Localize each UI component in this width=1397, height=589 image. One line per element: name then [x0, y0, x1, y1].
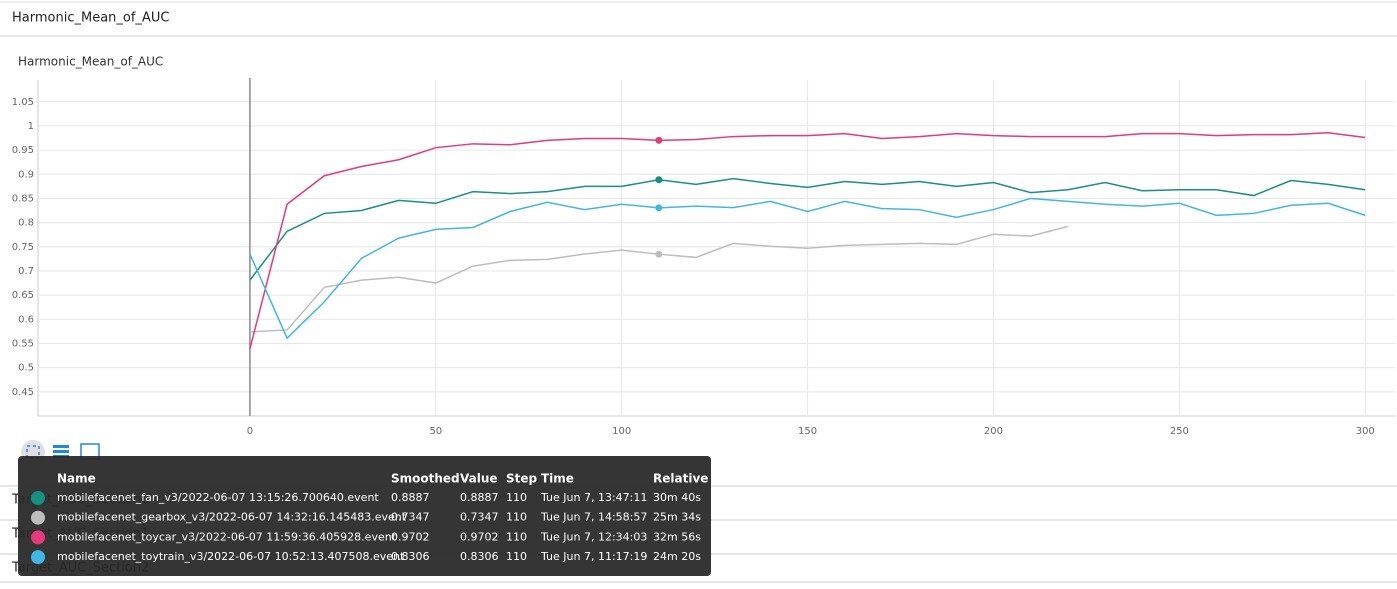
x-tick-label: 0: [247, 426, 253, 437]
y-tick-label: 1: [28, 121, 34, 132]
y-tick-label: 0.6: [18, 314, 34, 325]
tooltip-header: Value: [460, 472, 498, 486]
y-tick-label: 0.65: [12, 290, 34, 301]
chart-title: Harmonic_Mean_of_AUC: [18, 55, 163, 69]
list-icon-bar: [53, 450, 69, 453]
tooltip-cell: 110: [506, 530, 527, 543]
x-tick-label: 250: [1170, 426, 1189, 437]
series-line: [249, 131, 1366, 349]
x-tick-label: 100: [612, 426, 631, 437]
tooltip-cell: mobilefacenet_toycar_v3/2022-06-07 11:59…: [57, 530, 397, 543]
y-tick-label: 0.75: [12, 242, 34, 253]
hover-point: [655, 176, 663, 184]
tooltip-box: [18, 456, 711, 576]
tooltip-header: Smoothed: [391, 472, 460, 486]
tooltip-cell: 25m 34s: [653, 511, 701, 524]
tooltip-header: Step: [506, 472, 538, 486]
tooltip-header: Time: [541, 472, 574, 486]
tooltip-swatch: [31, 491, 45, 505]
tooltip-cell: 110: [506, 491, 527, 504]
tooltip-cell: mobilefacenet_gearbox_v3/2022-06-07 14:3…: [57, 511, 407, 524]
hover-point: [655, 250, 663, 258]
x-tick-label: 150: [798, 426, 817, 437]
series-line: [249, 225, 1069, 333]
tooltip-cell: Tue Jun 7, 14:58:57: [540, 511, 647, 524]
x-tick-label: 300: [1356, 426, 1375, 437]
tooltip-cell: Tue Jun 7, 11:17:19: [540, 550, 647, 563]
tooltip-cell: Tue Jun 7, 13:47:11: [540, 491, 647, 504]
tooltip-cell: 32m 56s: [653, 530, 701, 543]
y-tick-label: 0.45: [12, 387, 34, 398]
y-tick-label: 0.5: [18, 363, 34, 374]
tooltip-swatch: [31, 550, 45, 565]
hover-point: [655, 204, 663, 212]
hover-point: [655, 136, 663, 144]
y-tick-label: 0.7: [18, 266, 34, 277]
y-tick-label: 1.05: [12, 97, 34, 108]
tooltip-cell: 110: [506, 550, 527, 563]
tooltip-swatch: [31, 530, 45, 545]
y-tick-label: 0.55: [12, 338, 34, 349]
x-tick-label: 50: [429, 426, 442, 437]
header-title: Harmonic_Mean_of_AUC: [12, 11, 169, 26]
series-line: [249, 177, 1366, 281]
tooltip-cell: 30m 40s: [653, 491, 701, 504]
header-bar: [0, 0, 1397, 36]
series-line: [249, 197, 1366, 340]
tooltip-cell: Tue Jun 7, 12:34:03: [540, 530, 647, 543]
x-tick-label: 200: [984, 426, 1003, 437]
y-tick-label: 0.9: [18, 169, 34, 180]
list-icon-bar: [53, 445, 69, 448]
tooltip-cell: 0.8887: [460, 491, 499, 504]
y-tick-label: 0.8: [18, 218, 34, 229]
tooltip-cell: 0.9702: [391, 530, 430, 543]
tooltip-cell: 110: [506, 511, 527, 524]
tooltip-cell: mobilefacenet_fan_v3/2022-06-07 13:15:26…: [57, 491, 379, 504]
tooltip-cell: 0.7347: [460, 511, 499, 524]
tooltip-cell: 0.8306: [391, 550, 430, 563]
y-tick-label: 0.95: [12, 145, 34, 156]
tooltip-cell: 0.7347: [391, 511, 430, 524]
tooltip-swatch: [31, 510, 45, 525]
y-tick-label: 0.85: [12, 193, 34, 204]
tooltip-header: Relative: [653, 472, 708, 486]
tooltip-cell: 0.8306: [460, 550, 499, 563]
tooltip-header: Name: [57, 472, 96, 486]
tooltip-cell: 24m 20s: [653, 550, 701, 563]
tooltip-cell: 0.8887: [391, 491, 430, 504]
tooltip-cell: 0.9702: [460, 530, 499, 543]
tooltip-cell: mobilefacenet_toytrain_v3/2022-06-07 10:…: [57, 550, 405, 563]
